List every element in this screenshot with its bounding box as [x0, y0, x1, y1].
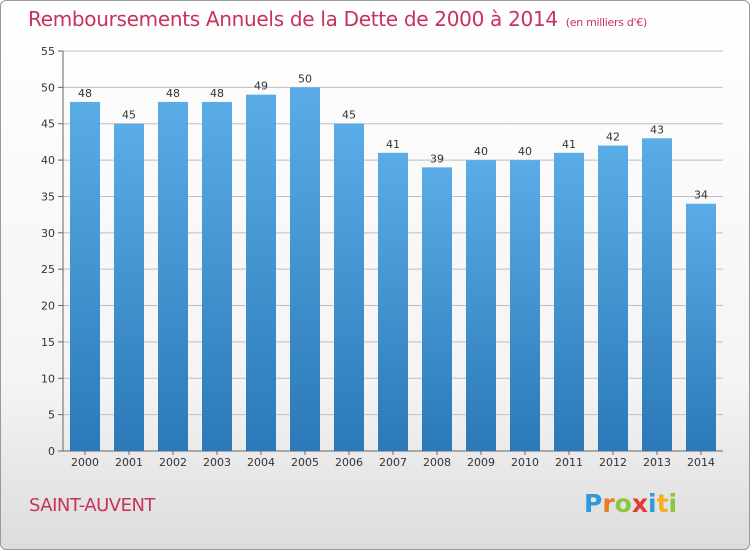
data-label-2000: 48 — [78, 87, 92, 100]
data-label-2009: 40 — [474, 145, 488, 158]
logo-letter: r — [602, 489, 615, 518]
bar-2012 — [598, 145, 628, 451]
y-tick-label: 25 — [41, 263, 55, 276]
y-tick-label: 30 — [41, 227, 55, 240]
y-tick-label: 45 — [41, 118, 55, 131]
y-tick-label: 55 — [41, 45, 55, 58]
x-tick-label-2006: 2006 — [335, 456, 363, 469]
y-tick-label: 5 — [48, 409, 55, 422]
y-tick-label: 15 — [41, 336, 55, 349]
logo-letter: o — [614, 489, 632, 518]
x-tick-label-2013: 2013 — [643, 456, 671, 469]
logo-letter: i — [648, 489, 657, 518]
bar-2008 — [422, 167, 452, 451]
data-label-2011: 41 — [562, 138, 576, 151]
y-tick-label: 35 — [41, 190, 55, 203]
bar-2011 — [554, 152, 584, 451]
chart-subtitle: (en milliers d'€) — [565, 16, 647, 29]
bars — [70, 87, 716, 452]
x-tick-label-2002: 2002 — [159, 456, 187, 469]
x-tick-label-2003: 2003 — [203, 456, 231, 469]
data-label-2006: 45 — [342, 109, 356, 122]
bar-2004 — [246, 94, 276, 452]
data-label-2005: 50 — [298, 72, 312, 85]
data-label-2014: 34 — [694, 189, 708, 202]
bar-2005 — [290, 87, 320, 451]
logo-letter: x — [631, 489, 648, 518]
chart-title: Remboursements Annuels de la Dette de 20… — [28, 7, 647, 31]
x-tick-label-2011: 2011 — [555, 456, 583, 469]
proxiti-logo: Proxiti — [584, 489, 677, 518]
x-tick-label-2012: 2012 — [599, 456, 627, 469]
data-label-2010: 40 — [518, 145, 532, 158]
bar-2001 — [114, 123, 144, 452]
x-tick-label-2001: 2001 — [115, 456, 143, 469]
logo-letter: P — [584, 489, 603, 518]
bar-2003 — [202, 101, 232, 451]
bar-2009 — [466, 160, 496, 451]
x-tick-label-2014: 2014 — [687, 456, 715, 469]
logo-letter: t — [656, 489, 669, 518]
data-label-2003: 48 — [210, 87, 224, 100]
bar-2006 — [334, 123, 364, 452]
data-label-2001: 45 — [122, 109, 136, 122]
commune-name: SAINT-AUVENT — [29, 495, 155, 516]
bar-2014 — [686, 203, 716, 451]
bar-2000 — [70, 101, 100, 451]
x-tick-label-2007: 2007 — [379, 456, 407, 469]
data-label-2002: 48 — [166, 87, 180, 100]
x-tick-label-2009: 2009 — [467, 456, 495, 469]
data-label-2012: 42 — [606, 131, 620, 144]
data-label-2008: 39 — [430, 152, 444, 165]
y-tick-label: 40 — [41, 154, 55, 167]
bar-2002 — [158, 101, 188, 451]
bar-2010 — [510, 160, 540, 451]
x-tick-label-2005: 2005 — [291, 456, 319, 469]
y-tick-label: 10 — [41, 372, 55, 385]
y-tick-label: 20 — [41, 300, 55, 313]
data-label-2007: 41 — [386, 138, 400, 151]
data-label-2013: 43 — [650, 123, 664, 136]
bar-2007 — [378, 152, 408, 451]
labels: 0 5 10 15 20 25 30 35 40 45 50 55 48 2000 45 2001 48 2002… — [41, 45, 715, 469]
logo-letter: i — [668, 489, 678, 518]
x-tick-label-2004: 2004 — [247, 456, 275, 469]
bar-2013 — [642, 138, 672, 452]
x-tick-label-2000: 2000 — [71, 456, 99, 469]
data-label-2004: 49 — [254, 80, 268, 93]
y-tick-label: 0 — [48, 445, 55, 458]
y-tick-label: 50 — [41, 81, 55, 94]
x-tick-label-2010: 2010 — [511, 456, 539, 469]
x-tick-label-2008: 2008 — [423, 456, 451, 469]
